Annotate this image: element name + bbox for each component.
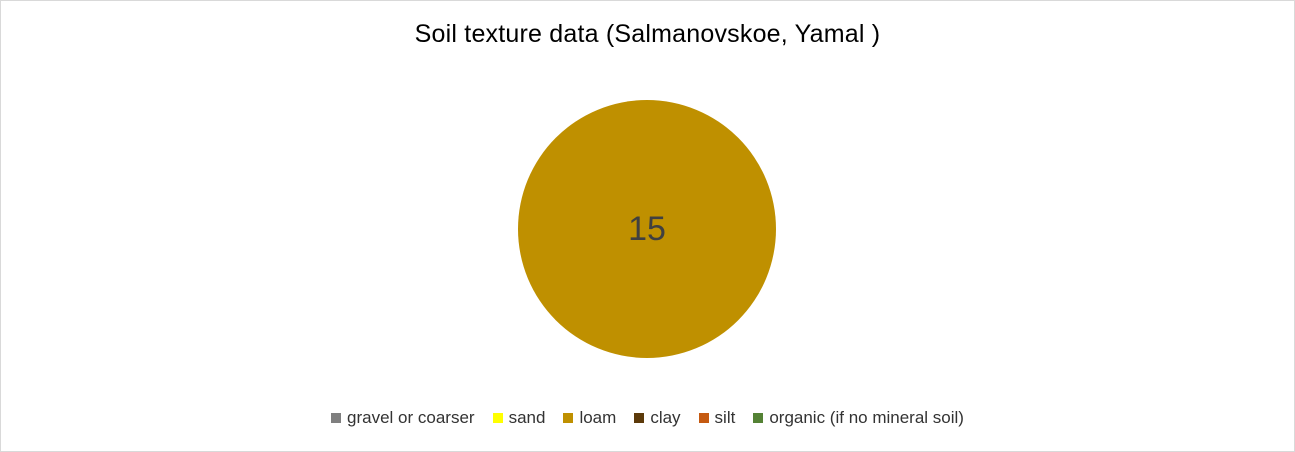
legend-item-organic-if-no-mineral-soil: organic (if no mineral soil): [753, 408, 964, 428]
legend-item-gravel-or-coarser: gravel or coarser: [331, 408, 475, 428]
legend-label-sand: sand: [508, 408, 546, 427]
legend-swatch-clay: [634, 413, 645, 423]
pie-slices: [518, 100, 776, 358]
legend-item-loam: loam: [563, 408, 616, 428]
data-label-loam: 15: [628, 210, 666, 248]
legend-label-organic-if-no-mineral-soil: organic (if no mineral soil): [769, 408, 964, 427]
legend-swatch-organic-if-no-mineral-soil: [753, 413, 764, 423]
legend-item-silt: silt: [698, 408, 736, 428]
legend-label-loam: loam: [579, 408, 617, 427]
pie-slice-loam: [518, 100, 776, 358]
chart-title: Soil texture data (Salmanovskoe, Yamal ): [414, 20, 881, 48]
legend-swatch-loam: [563, 413, 574, 423]
legend-swatch-gravel-or-coarser: [331, 413, 342, 423]
chart-legend: gravel or coarser sand loam clay silt organic…: [0, 408, 1295, 428]
legend-label-gravel-or-coarser: gravel or coarser: [347, 408, 475, 427]
legend-label-clay: clay: [650, 408, 681, 427]
legend-item-sand: sand: [492, 408, 546, 428]
legend-swatch-sand: [492, 413, 503, 423]
legend-label-silt: silt: [714, 408, 736, 427]
pie-data-labels: 15: [628, 210, 666, 248]
legend-item-clay: clay: [634, 408, 681, 428]
legend-swatch-silt: [698, 413, 709, 423]
